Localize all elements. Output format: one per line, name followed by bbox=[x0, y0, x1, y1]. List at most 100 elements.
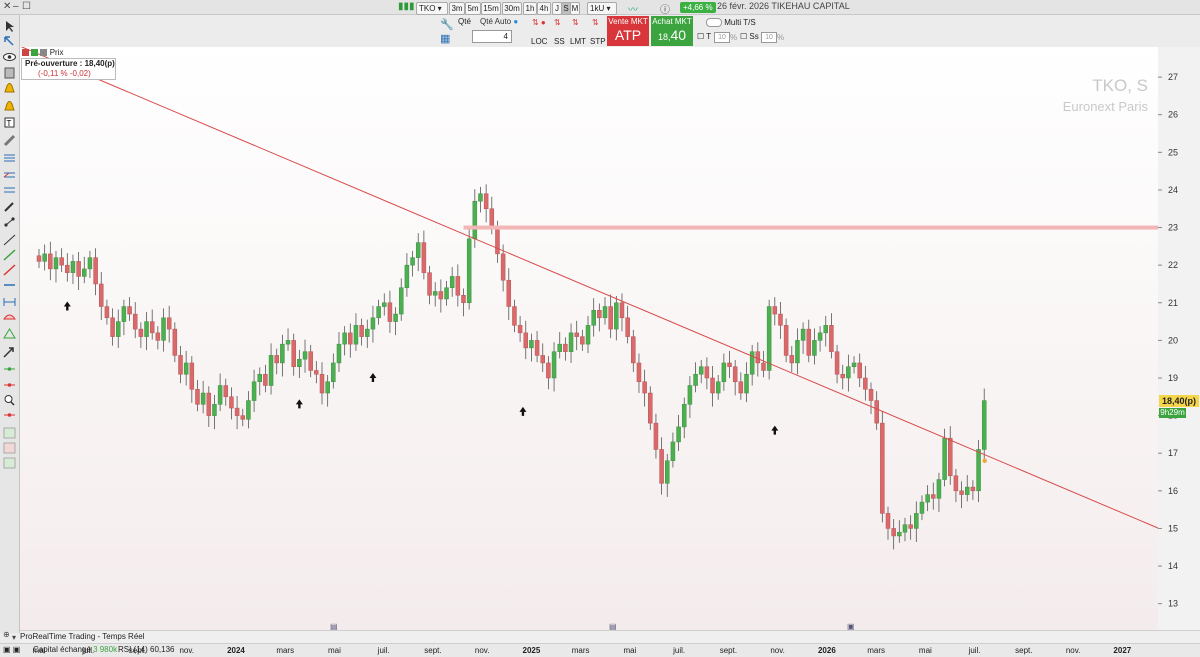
candle[interactable] bbox=[778, 302, 783, 339]
candle[interactable] bbox=[546, 356, 551, 390]
candle[interactable] bbox=[823, 315, 828, 347]
candle[interactable] bbox=[432, 282, 438, 307]
candle[interactable] bbox=[738, 372, 744, 400]
candle[interactable] bbox=[517, 315, 523, 342]
candle[interactable] bbox=[99, 271, 104, 321]
candle[interactable] bbox=[964, 475, 970, 502]
candle[interactable] bbox=[766, 299, 772, 380]
order-ss-button[interactable]: SS bbox=[554, 37, 565, 46]
order-stp-button[interactable]: STP bbox=[590, 37, 606, 46]
candle[interactable] bbox=[540, 343, 545, 372]
qty-auto-toggle-icon[interactable]: ● bbox=[513, 17, 519, 26]
candle[interactable] bbox=[376, 299, 381, 325]
candle[interactable] bbox=[659, 437, 664, 495]
candle[interactable] bbox=[200, 381, 206, 414]
candle[interactable] bbox=[93, 248, 98, 296]
info-icon[interactable]: ⓘ bbox=[660, 5, 670, 16]
symbol-select[interactable]: TKO ▾ bbox=[416, 2, 448, 15]
alert-bell-2-icon[interactable] bbox=[4, 101, 15, 111]
candle[interactable] bbox=[302, 339, 308, 373]
grid-pattern-2-icon[interactable] bbox=[3, 442, 16, 454]
candle[interactable] bbox=[483, 184, 489, 223]
candle[interactable] bbox=[851, 356, 857, 374]
candle[interactable] bbox=[981, 388, 987, 463]
candle[interactable] bbox=[761, 350, 766, 378]
fibonacci-icon[interactable] bbox=[4, 154, 15, 162]
candle[interactable] bbox=[415, 233, 421, 272]
t-checkbox[interactable]: ☐ T bbox=[697, 32, 712, 41]
candle[interactable] bbox=[325, 374, 330, 407]
candle[interactable] bbox=[319, 362, 325, 405]
order-loc-button[interactable]: LOC bbox=[531, 37, 548, 46]
qty-input[interactable]: 4 bbox=[472, 30, 512, 43]
candle[interactable] bbox=[602, 297, 608, 325]
candle[interactable] bbox=[885, 506, 891, 540]
candle[interactable] bbox=[959, 481, 964, 509]
candle[interactable] bbox=[687, 376, 693, 418]
tf-5m-button[interactable]: 5m bbox=[465, 2, 481, 15]
candle[interactable] bbox=[591, 298, 596, 337]
trash-icon[interactable] bbox=[4, 67, 15, 79]
candle[interactable] bbox=[65, 253, 70, 282]
candle[interactable] bbox=[608, 294, 613, 339]
candle[interactable] bbox=[665, 453, 670, 497]
maximize-window-icon[interactable]: ☐ bbox=[22, 1, 31, 12]
arrow-tool-icon[interactable] bbox=[3, 347, 14, 358]
candle[interactable] bbox=[948, 426, 953, 485]
candle[interactable] bbox=[331, 353, 336, 389]
candle[interactable] bbox=[676, 414, 681, 451]
candle[interactable] bbox=[715, 374, 721, 400]
trendline-red-icon[interactable] bbox=[3, 264, 16, 276]
resistance-band[interactable] bbox=[463, 225, 1160, 230]
candle[interactable] bbox=[478, 186, 483, 213]
candle[interactable] bbox=[744, 362, 749, 403]
candle[interactable] bbox=[551, 342, 557, 392]
candle[interactable] bbox=[789, 346, 795, 372]
candle[interactable] bbox=[857, 353, 862, 388]
candle[interactable] bbox=[53, 250, 59, 283]
candle[interactable] bbox=[257, 367, 262, 396]
rectangle-icon[interactable] bbox=[3, 298, 16, 306]
alert-bell-icon[interactable] bbox=[4, 83, 15, 93]
candle[interactable] bbox=[393, 307, 398, 336]
eye-icon[interactable] bbox=[3, 53, 16, 61]
candle[interactable] bbox=[863, 365, 868, 401]
event-marker-3-icon[interactable]: ▣ bbox=[847, 622, 855, 631]
candle[interactable] bbox=[834, 344, 840, 384]
candle[interactable] bbox=[359, 318, 364, 346]
candle[interactable] bbox=[263, 364, 268, 393]
candle[interactable] bbox=[76, 251, 81, 290]
candle[interactable] bbox=[574, 320, 579, 351]
grid-pattern-icon[interactable] bbox=[3, 427, 16, 439]
candle[interactable] bbox=[115, 309, 121, 348]
candle[interactable] bbox=[619, 293, 625, 332]
candle[interactable] bbox=[749, 344, 755, 386]
candle[interactable] bbox=[806, 319, 812, 363]
candle[interactable] bbox=[387, 290, 393, 333]
candle[interactable] bbox=[104, 299, 110, 325]
series-toggle-icon[interactable] bbox=[40, 49, 48, 57]
candle[interactable] bbox=[166, 305, 172, 343]
levels-icon[interactable] bbox=[4, 187, 15, 193]
candle[interactable] bbox=[925, 485, 930, 512]
sell-market-button[interactable]: Vente MKT ATP bbox=[607, 16, 649, 46]
candle[interactable] bbox=[597, 303, 602, 332]
candle[interactable] bbox=[874, 391, 879, 430]
candle[interactable] bbox=[846, 354, 851, 392]
candle[interactable] bbox=[82, 256, 87, 284]
chart-type-icon[interactable]: ▮▮▮ bbox=[398, 1, 415, 12]
candle[interactable] bbox=[410, 250, 415, 277]
candle[interactable] bbox=[466, 229, 472, 310]
units-select[interactable]: 1kU ▾ bbox=[587, 2, 617, 15]
candle[interactable] bbox=[653, 413, 659, 459]
candle[interactable] bbox=[48, 241, 53, 281]
zoom-icon[interactable] bbox=[4, 395, 15, 406]
candle[interactable] bbox=[144, 312, 149, 351]
series-settings-icon[interactable] bbox=[31, 49, 39, 57]
close-window-icon[interactable]: ✕ bbox=[3, 1, 12, 12]
candle[interactable] bbox=[183, 350, 189, 386]
candle[interactable] bbox=[268, 343, 274, 395]
candle[interactable] bbox=[512, 299, 517, 333]
candle[interactable] bbox=[427, 265, 432, 305]
candle[interactable] bbox=[631, 329, 636, 372]
